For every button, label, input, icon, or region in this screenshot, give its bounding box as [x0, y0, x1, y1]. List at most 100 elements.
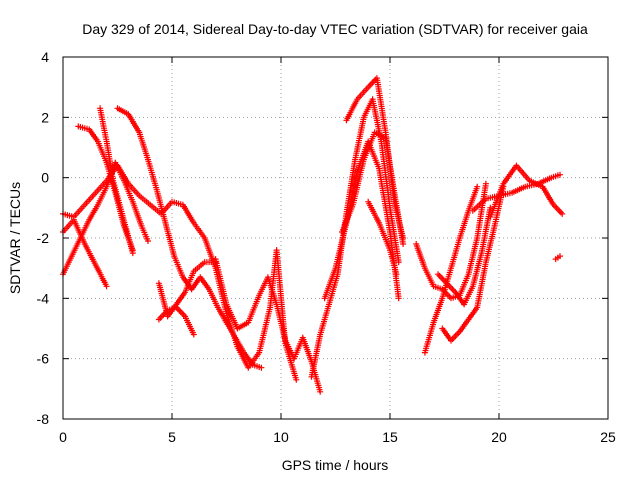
data-point	[391, 198, 406, 239]
data-point	[147, 201, 163, 216]
data-point	[373, 75, 389, 134]
data-point	[145, 156, 160, 191]
data-point	[465, 306, 479, 323]
data-point	[365, 198, 382, 224]
series-trace-b	[60, 159, 151, 278]
data-point	[182, 313, 196, 336]
data-points	[60, 75, 566, 395]
x-tick-label: 20	[491, 429, 507, 445]
data-point	[465, 185, 480, 214]
data-point	[474, 183, 481, 190]
data-point	[153, 186, 168, 224]
data-point	[448, 237, 463, 272]
data-point	[387, 204, 402, 263]
data-point	[112, 159, 127, 182]
data-point	[382, 129, 398, 203]
series-trace-t	[487, 162, 566, 220]
series-trace-e	[97, 105, 136, 257]
data-point	[548, 172, 561, 181]
data-point	[421, 321, 436, 356]
data-point	[103, 138, 116, 182]
data-point	[197, 274, 211, 291]
data-point	[245, 294, 262, 326]
y-tick-label: -8	[37, 411, 50, 427]
x-tick-label: 25	[600, 429, 616, 445]
data-point	[400, 235, 407, 241]
data-point	[526, 177, 544, 189]
series-trace-j	[308, 96, 402, 380]
y-tick-label: -2	[37, 230, 50, 246]
data-point	[103, 283, 110, 290]
y-tick-label: 4	[41, 49, 49, 65]
data-point	[164, 305, 178, 314]
data-point	[413, 241, 428, 270]
data-point	[365, 76, 379, 91]
series-trace-u	[552, 253, 563, 263]
data-point	[339, 203, 356, 235]
data-point	[123, 225, 136, 254]
data-point	[182, 270, 196, 296]
data-point	[395, 295, 402, 302]
data-point	[465, 237, 480, 278]
data-point	[326, 273, 341, 308]
data-point	[550, 201, 564, 216]
data-point	[258, 364, 265, 371]
x-tick-label: 0	[59, 429, 67, 445]
data-point	[94, 138, 109, 164]
data-point	[212, 256, 229, 306]
data-point	[264, 274, 279, 306]
data-point	[352, 116, 367, 163]
data-point	[190, 260, 206, 275]
data-point	[94, 185, 109, 208]
data-point	[190, 331, 197, 338]
data-point	[86, 203, 100, 223]
data-point	[249, 361, 263, 370]
data-point	[97, 105, 110, 143]
data-point	[114, 105, 130, 117]
data-point	[293, 376, 300, 383]
data-point	[145, 238, 151, 244]
data-point	[138, 222, 151, 242]
data-point	[214, 304, 229, 324]
data-point	[354, 85, 370, 103]
data-point	[162, 219, 177, 257]
data-point	[321, 267, 338, 302]
data-point	[482, 225, 498, 266]
data-point	[291, 336, 305, 362]
data-point	[223, 319, 238, 339]
axis-ticks	[62, 56, 609, 420]
y-tick-label: 2	[41, 109, 49, 125]
x-tick-label: 5	[168, 429, 176, 445]
data-point	[234, 343, 251, 369]
data-point	[173, 304, 187, 318]
data-point	[129, 250, 136, 257]
data-point	[500, 164, 519, 187]
data-point	[116, 201, 129, 230]
data-point	[273, 301, 288, 342]
data-point	[376, 219, 393, 251]
data-point	[155, 308, 170, 323]
data-point	[487, 182, 506, 220]
data-point	[125, 111, 142, 134]
y-axis-label: SDTVAR / TECUs	[7, 182, 23, 294]
series-trace-o	[413, 180, 489, 302]
data-point	[206, 286, 220, 309]
data-point	[469, 197, 488, 214]
data-point	[430, 283, 444, 292]
x-axis-label: GPS time / hours	[282, 457, 389, 473]
data-point	[129, 198, 144, 227]
data-point	[376, 165, 393, 233]
chart-title: Day 329 of 2014, Sidereal Day-to-day VTE…	[82, 21, 588, 37]
data-point	[387, 247, 399, 275]
data-point	[360, 131, 377, 163]
data-point	[378, 138, 393, 209]
data-point	[400, 241, 407, 247]
data-point	[81, 191, 98, 208]
data-point	[474, 261, 489, 311]
data-point	[240, 349, 255, 366]
data-point	[171, 253, 185, 279]
data-point	[92, 262, 109, 288]
